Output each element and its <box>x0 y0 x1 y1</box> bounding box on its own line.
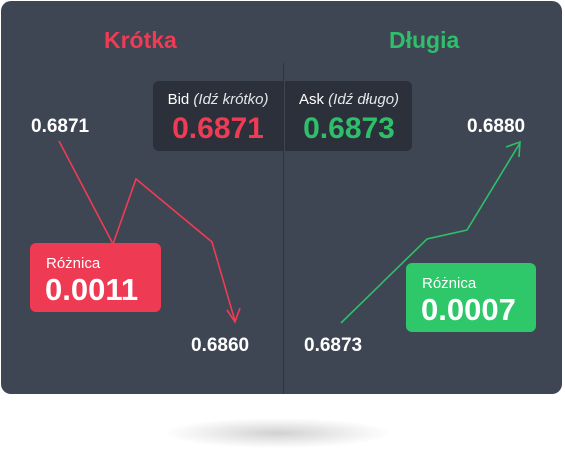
short-start-price: 0.6871 <box>31 116 90 137</box>
long-start-price: 0.6873 <box>304 335 363 356</box>
long-difference-value: 0.0007 <box>421 292 516 327</box>
short-long-card: Krótka Długia Bid (Idź krótko) 0.6871 As… <box>1 1 562 394</box>
center-divider <box>283 63 284 394</box>
bid-column: Bid (Idź krótko) 0.6871 <box>153 81 283 151</box>
bid-label: Bid <box>167 91 190 108</box>
ask-column: Ask (Idź długo) 0.6873 <box>284 81 413 151</box>
long-arrow-head <box>505 140 521 158</box>
long-difference-label: Różnica <box>422 275 477 292</box>
short-difference-label: Różnica <box>46 255 101 272</box>
long-price-path <box>340 142 521 324</box>
short-price-path <box>58 140 236 322</box>
long-heading: Długia <box>389 27 460 53</box>
card-shadow <box>165 418 390 448</box>
short-heading: Krótka <box>104 27 177 53</box>
long-difference-badge: Różnica 0.0007 <box>406 263 536 332</box>
ask-label-row: Ask (Idź długo) <box>285 91 413 108</box>
long-end-price: 0.6880 <box>467 116 526 137</box>
ask-hint: (Idź długo) <box>328 91 400 108</box>
ask-value: 0.6873 <box>303 112 395 145</box>
bid-label-row: Bid (Idź krótko) <box>153 91 283 108</box>
bid-hint: (Idź krótko) <box>193 91 269 108</box>
bid-value: 0.6871 <box>172 112 264 145</box>
price-path-graphic <box>58 140 521 324</box>
short-difference-value: 0.0011 <box>45 272 139 307</box>
short-arrow-head <box>226 307 241 324</box>
short-difference-badge: Różnica 0.0011 <box>30 243 161 312</box>
bid-ask-panel: Bid (Idź krótko) 0.6871 Ask (Idź długo) … <box>153 81 412 151</box>
ask-label: Ask <box>298 91 324 108</box>
short-end-price: 0.6860 <box>191 335 250 356</box>
